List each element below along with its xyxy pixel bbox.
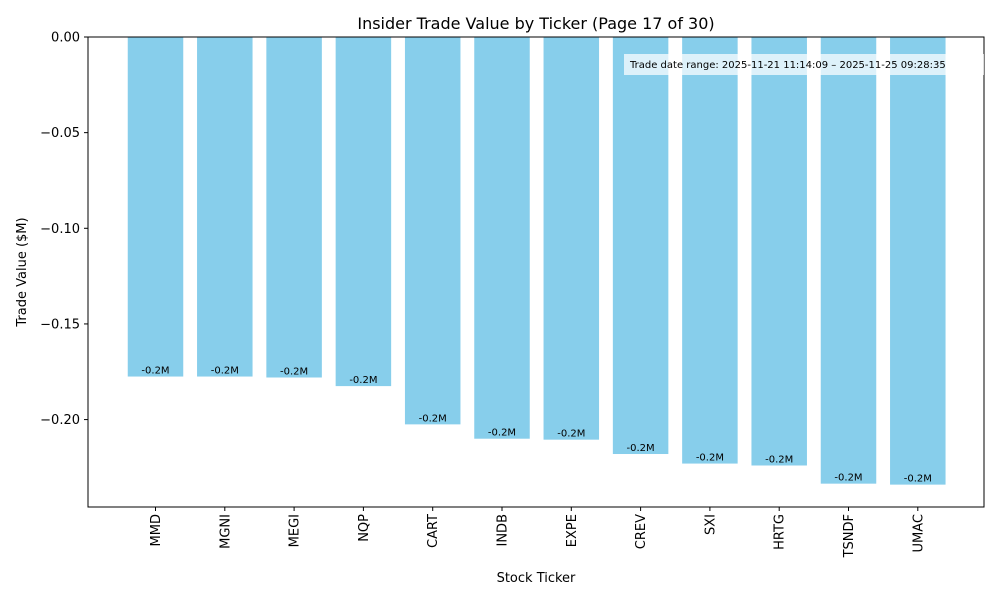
bar [751,37,807,466]
x-tick-label: NQP [357,514,372,542]
annotation-box [624,54,984,75]
bar-value-label: -0.2M [557,429,585,440]
bar [266,37,322,378]
bar-value-label: -0.2M [834,473,862,484]
bar-value-label: -0.2M [488,428,516,439]
bar [335,37,392,387]
x-tick-label: CREV [634,514,649,549]
plot-area: -0.2M -0.2M -0.2M -0.2M -0.2M -0.2M -0.2M -0.2M… [40,31,985,558]
bar-value-label: -0.2M [211,366,239,377]
x-tick-label: MGNI [218,514,233,549]
bar [543,37,600,440]
bar [404,37,461,425]
x-tick-label: MEGI [288,514,303,547]
y-tick-label: −0.10 [40,222,80,237]
bar-value-label: -0.2M [141,366,169,377]
x-tick-label: INDB [496,514,511,547]
bar-value-label: -0.2M [765,454,793,465]
plot-frame [87,36,985,508]
bar [890,37,946,485]
bar [682,37,738,464]
y-axis-title: Trade Value ($M) [15,217,30,327]
bar-value-label: -0.2M [696,453,724,464]
x-tick-label: CART [426,514,441,548]
x-tick-label: SXI [703,514,718,535]
bar-value-label: -0.2M [349,375,377,386]
x-tick-label: UMAC [911,514,926,552]
x-tick-label: MMD [149,514,164,546]
y-tick-label: −0.15 [40,317,80,332]
chart-title: Insider Trade Value by Ticker (Page 17 o… [357,14,714,33]
y-tick-label: −0.20 [40,413,80,428]
bar [197,37,253,377]
date-range-annotation: Trade date range: 2025-11-21 11:14:09 – … [629,60,946,71]
y-tick-label: −0.05 [40,126,80,141]
bar [612,37,669,455]
x-axis-title: Stock Ticker [497,571,576,586]
y-tick-label: 0.00 [51,31,80,46]
bar-value-label: -0.2M [419,413,447,424]
x-tick-label: HRTG [773,514,788,550]
bar-value-label: -0.2M [627,443,655,454]
bar [820,37,877,484]
bar-value-label: -0.2M [904,474,932,485]
bar-value-label: -0.2M [280,366,308,377]
bar [127,37,184,377]
bar [474,37,530,439]
x-tick-label: EXPE [565,514,580,547]
x-tick-label: TSNDF [842,514,857,558]
